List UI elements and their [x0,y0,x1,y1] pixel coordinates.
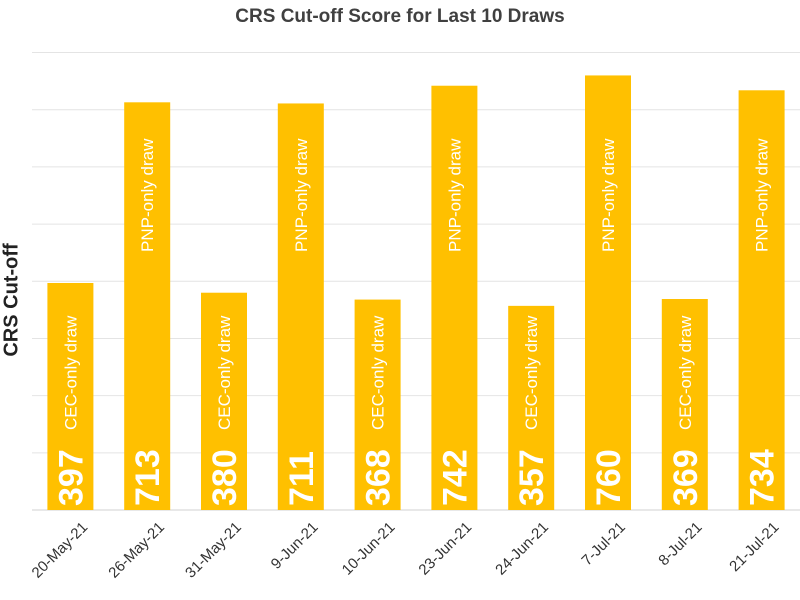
bar-value-label: 734 [744,449,782,506]
bar-value-label: 357 [513,449,551,506]
x-tick-label: 26-May-21 [105,519,168,582]
x-tick-label: 20-May-21 [29,519,92,582]
bar-annotation: CEC-only draw [215,315,234,430]
bar [354,299,401,510]
x-tick-label: 9-Jun-21 [268,519,322,573]
x-tick-label: 21-Jul-21 [726,519,782,575]
bar-annotation: PNP-only draw [445,138,464,252]
bar [431,85,478,511]
bar [47,282,94,510]
bar [738,90,785,510]
bar [277,103,324,511]
bar-annotation: CEC-only draw [522,315,541,430]
bar-value-label: 397 [52,449,90,506]
bar [508,305,555,510]
bar [661,299,708,510]
bar [124,102,171,510]
bar-value-label: 380 [206,449,244,506]
bar-annotation: PNP-only draw [292,138,311,252]
chart-title: CRS Cut-off Score for Last 10 Draws [235,6,565,27]
x-tick-label: 10-Jun-21 [339,519,399,579]
bar-value-label: 760 [590,449,628,506]
x-tick-label: 7-Jul-21 [578,519,628,569]
bar-value-label: 369 [667,449,705,506]
x-tick-label: 24-Jun-21 [492,519,552,579]
x-tick-label: 23-Jun-21 [415,519,475,579]
bar-annotation: PNP-only draw [753,138,772,252]
bar-value-label: 742 [436,449,474,506]
bar-value-label: 368 [360,449,398,506]
bar [201,292,247,510]
x-tick-label: 8-Jul-21 [655,519,705,569]
bar-value-label: 713 [129,449,167,506]
bar-annotation: PNP-only draw [138,138,157,252]
bar-annotation: CEC-only draw [676,315,695,430]
bar-value-label: 711 [283,451,321,506]
bar-annotation: CEC-only draw [369,315,388,430]
x-tick-label: 31-May-21 [182,519,245,582]
bar-annotation: PNP-only draw [599,138,618,252]
bar [585,75,631,510]
bar-annotation: CEC-only draw [61,315,80,430]
